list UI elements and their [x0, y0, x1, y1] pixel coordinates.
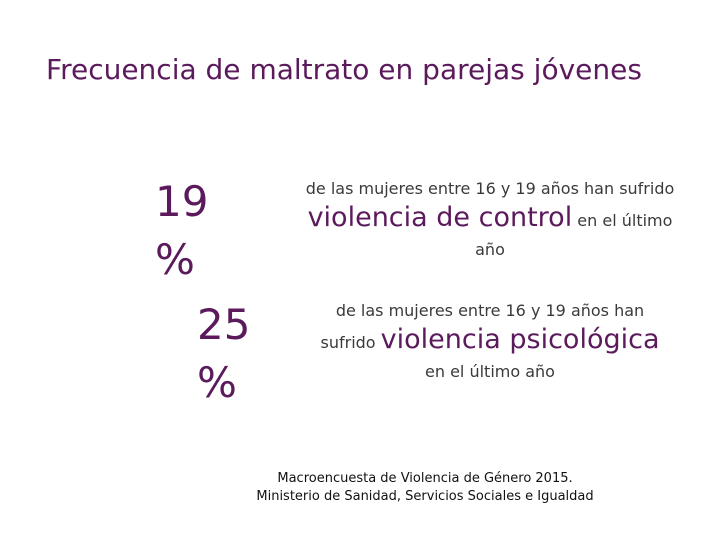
stat-1-line-3: año — [475, 240, 505, 259]
source-line-1: Macroencuesta de Violencia de Género 201… — [277, 471, 573, 486]
stat-1-number: 19 — [155, 177, 209, 226]
stat-1-emphasis: violencia de control — [307, 202, 573, 233]
stat-2-percent-sign: % — [197, 358, 237, 407]
source-citation: Macroencuesta de Violencia de Género 201… — [200, 470, 650, 506]
stat-2-line-1: de las mujeres entre 16 y 19 años han — [335, 301, 645, 320]
slide-title: Frecuencia de maltrato en parejas jóvene… — [46, 53, 642, 86]
stat-1-percent-sign: % — [155, 235, 195, 284]
stat-2-line-2: sufrido violencia psicológica — [302, 322, 678, 361]
stat-1-line-1: de las mujeres entre 16 y 19 años han su… — [305, 179, 675, 198]
stat-2-line-3: en el último año — [425, 362, 555, 381]
stat-2-before-emphasis: sufrido — [320, 333, 376, 352]
stat-2-description: de las mujeres entre 16 y 19 años han su… — [302, 300, 678, 383]
stat-1-line-2: violencia de control en el último — [278, 200, 702, 239]
stat-2-number: 25 — [197, 300, 251, 349]
stat-1-description: de las mujeres entre 16 y 19 años han su… — [278, 178, 702, 261]
stat-1-after-emphasis: en el último — [577, 211, 673, 230]
stat-2-emphasis: violencia psicológica — [380, 324, 660, 355]
source-line-2: Ministerio de Sanidad, Servicios Sociale… — [256, 489, 594, 504]
